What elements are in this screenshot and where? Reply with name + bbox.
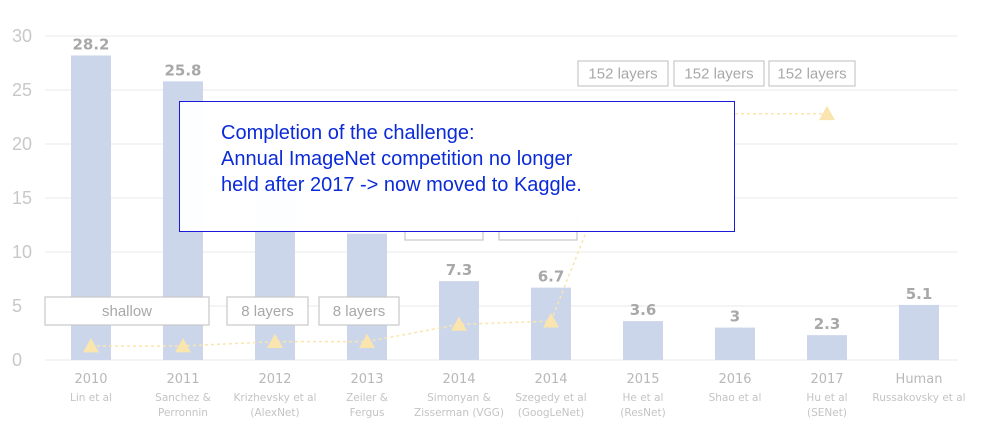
- depth-label: 152 layers: [777, 66, 846, 83]
- depth-label-box: [318, 296, 400, 326]
- value-label: 7.3: [446, 261, 473, 279]
- author-label: Russakovsky et al: [872, 392, 965, 404]
- bar: [899, 304, 939, 360]
- author-label: Sanchez &: [155, 392, 211, 404]
- value-label: 3.6: [630, 301, 657, 319]
- depth-marker: [819, 105, 835, 121]
- value-label: 2.3: [814, 315, 841, 333]
- depth-trend-line: [91, 320, 552, 347]
- author-label: Szegedy et al: [515, 392, 586, 404]
- depth-label: 152 layers: [684, 66, 753, 83]
- depth-trend-line: [550, 219, 592, 322]
- x-tick-label: 2014: [534, 372, 567, 387]
- bar: [623, 321, 663, 360]
- y-tick-label: 0: [12, 350, 22, 370]
- x-tick-label: 2012: [258, 372, 291, 387]
- depth-label-box: [673, 60, 765, 87]
- author-label: (SENet): [807, 407, 847, 419]
- value-label: 6.7: [538, 268, 565, 286]
- value-label: 3: [730, 308, 740, 326]
- x-tick-label: 2014: [442, 372, 475, 387]
- author-label: (AlexNet): [250, 407, 299, 419]
- y-tick-label: 10: [12, 242, 32, 262]
- value-label: 5.1: [906, 285, 933, 303]
- callout-line-2: Annual ImageNet competition no longer: [221, 148, 573, 170]
- y-tick-label: 30: [12, 26, 32, 46]
- author-label: (ResNet): [620, 407, 665, 419]
- author-label: Zeiler &: [346, 392, 388, 404]
- author-label: Fergus: [350, 407, 385, 419]
- depth-marker: [451, 316, 467, 331]
- bar: [715, 327, 755, 360]
- depth-marker: [543, 313, 559, 328]
- y-tick-label: 15: [12, 188, 32, 208]
- depth-marker: [175, 337, 191, 353]
- y-tick-label: 5: [12, 296, 22, 316]
- depth-label-box: [577, 60, 669, 87]
- author-label: Shao et al: [709, 392, 762, 404]
- value-label: 28.2: [72, 35, 109, 53]
- y-tick-label: 25: [12, 80, 32, 100]
- x-tick-label: 2015: [626, 372, 659, 387]
- completion-callout: Completion of the challenge: Annual Imag…: [179, 101, 735, 232]
- x-tick-label: 2013: [350, 372, 383, 387]
- author-label: (GoogLeNet): [518, 407, 584, 419]
- author-label: Zisserman (VGG): [414, 407, 504, 419]
- x-tick-label: Human: [896, 372, 943, 387]
- author-label: Hu et al: [806, 392, 847, 404]
- depth-marker: [83, 337, 99, 353]
- author-label: Simonyan &: [427, 392, 491, 404]
- bar: [807, 335, 847, 360]
- depth-label: 152 layers: [588, 66, 657, 83]
- depth-label-box: [226, 296, 309, 326]
- author-label: Krizhevsky et al: [234, 392, 317, 404]
- x-tick-label: 2011: [166, 372, 199, 387]
- depth-label: 8 layers: [241, 303, 294, 320]
- y-tick-label: 20: [12, 134, 32, 154]
- value-label: 25.8: [164, 61, 201, 79]
- depth-marker: [267, 333, 283, 349]
- author-label: Perronnin: [158, 407, 208, 419]
- depth-label-box: [768, 60, 856, 87]
- x-tick-label: 2016: [718, 372, 751, 387]
- x-tick-label: 2010: [74, 372, 107, 387]
- author-label: He et al: [623, 392, 664, 404]
- callout-line-1: Completion of the challenge:: [221, 122, 475, 144]
- author-label: Lin et al: [70, 392, 112, 404]
- depth-marker: [359, 333, 375, 349]
- callout-line-3: held after 2017 -> now moved to Kaggle.: [221, 174, 582, 196]
- depth-label-box: [44, 296, 210, 326]
- depth-label: shallow: [102, 303, 152, 320]
- x-tick-label: 2017: [810, 372, 843, 387]
- depth-label: 8 layers: [333, 303, 386, 320]
